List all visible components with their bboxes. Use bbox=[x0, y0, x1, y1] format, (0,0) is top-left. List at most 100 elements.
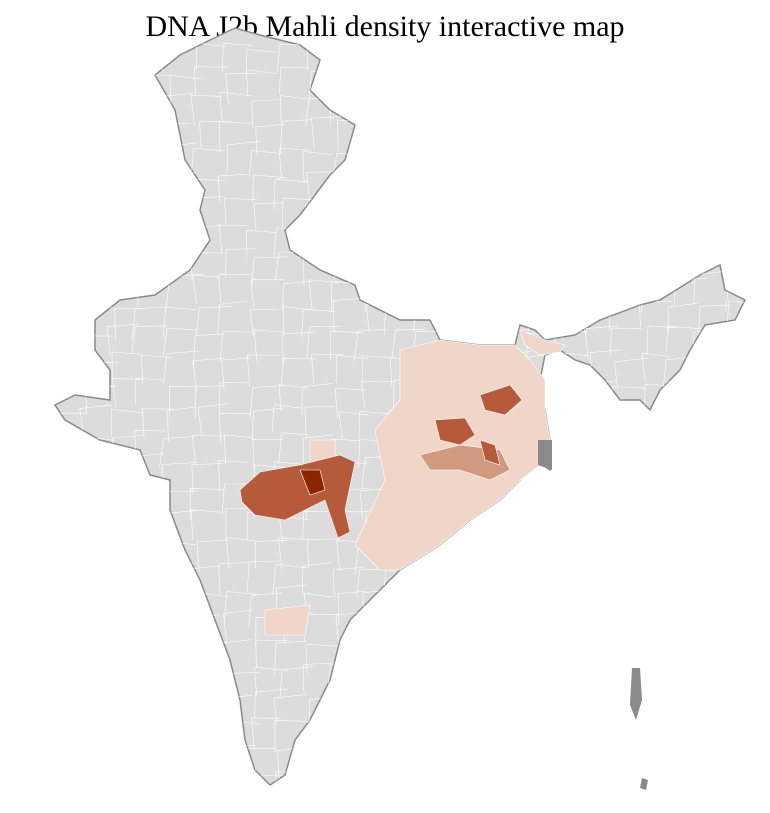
district-line bbox=[360, 380, 395, 410]
district-line bbox=[588, 124, 618, 156]
district-line bbox=[255, 539, 290, 569]
district-line bbox=[506, 772, 536, 785]
district-line bbox=[142, 408, 175, 438]
district-line bbox=[471, 615, 504, 645]
district-line bbox=[729, 647, 745, 676]
district-line bbox=[581, 592, 615, 622]
district-line bbox=[419, 220, 456, 251]
district-line bbox=[532, 230, 564, 258]
district-line bbox=[249, 384, 286, 419]
district-line bbox=[112, 38, 144, 68]
district-line bbox=[58, 251, 88, 285]
district-line bbox=[665, 379, 698, 411]
district-line bbox=[338, 590, 367, 626]
district-line bbox=[108, 719, 137, 752]
district-line bbox=[560, 593, 593, 625]
district-line bbox=[55, 170, 92, 203]
district-line bbox=[587, 403, 621, 435]
district-line bbox=[504, 166, 539, 198]
district-line bbox=[223, 198, 257, 226]
district-line bbox=[251, 717, 281, 749]
district-line bbox=[55, 539, 85, 571]
district-line bbox=[76, 147, 112, 182]
district-line bbox=[386, 642, 418, 674]
district-line bbox=[362, 689, 392, 724]
district-line bbox=[363, 193, 394, 225]
district-line bbox=[588, 170, 619, 201]
district-line bbox=[114, 738, 148, 775]
district-line bbox=[667, 505, 700, 536]
district-line bbox=[609, 405, 641, 433]
district-line bbox=[645, 97, 681, 130]
region-bengal-high-density[interactable] bbox=[479, 384, 523, 416]
district-line bbox=[84, 175, 119, 205]
district-line bbox=[554, 431, 586, 464]
region-mahli-highest-density[interactable] bbox=[299, 469, 326, 496]
district-line bbox=[135, 250, 168, 285]
district-line bbox=[640, 489, 672, 521]
region-northeast-low-density[interactable] bbox=[519, 329, 566, 356]
district-line bbox=[219, 331, 254, 362]
district-line bbox=[159, 436, 195, 468]
district-line bbox=[195, 305, 233, 337]
district-line bbox=[583, 146, 621, 175]
district-line bbox=[80, 719, 115, 749]
district-line bbox=[138, 144, 172, 175]
district-line bbox=[135, 639, 170, 670]
district-line bbox=[253, 202, 283, 232]
district-line bbox=[329, 173, 362, 209]
district-line bbox=[221, 43, 253, 72]
district-line bbox=[441, 204, 476, 237]
district-line bbox=[306, 325, 341, 358]
district-line bbox=[192, 274, 221, 304]
district-line bbox=[252, 438, 284, 470]
district-line bbox=[466, 42, 502, 76]
district-line bbox=[170, 750, 203, 783]
district-line bbox=[556, 488, 588, 522]
district-line bbox=[417, 119, 449, 150]
district-line bbox=[413, 194, 444, 224]
district-line bbox=[111, 490, 145, 522]
district-line bbox=[498, 67, 534, 99]
district-line bbox=[134, 533, 163, 563]
district-line bbox=[218, 412, 251, 444]
district-line bbox=[419, 777, 450, 785]
district-line bbox=[696, 231, 728, 260]
district-line bbox=[450, 693, 483, 725]
district-line bbox=[438, 278, 476, 307]
district-line bbox=[135, 377, 164, 405]
region-mahli-high-density[interactable] bbox=[239, 454, 356, 539]
district-line bbox=[644, 744, 675, 774]
district-line bbox=[495, 583, 528, 618]
region-odisha-high-density[interactable] bbox=[479, 439, 501, 466]
district-line bbox=[612, 746, 647, 777]
district-line bbox=[672, 698, 706, 726]
district-line bbox=[499, 744, 530, 772]
district-line bbox=[138, 174, 173, 209]
district-line bbox=[559, 253, 595, 286]
district-line bbox=[273, 178, 309, 210]
district-line bbox=[59, 357, 93, 388]
district-line bbox=[190, 509, 221, 540]
district-line bbox=[278, 147, 312, 179]
district-line bbox=[338, 644, 372, 678]
district-line bbox=[581, 645, 617, 672]
district-line bbox=[307, 744, 343, 776]
district-line bbox=[141, 716, 172, 749]
district-line bbox=[196, 539, 230, 572]
district-line bbox=[611, 197, 645, 224]
district-line bbox=[500, 637, 532, 673]
district-line bbox=[532, 589, 568, 616]
district-line bbox=[168, 641, 206, 674]
district-line bbox=[664, 124, 701, 151]
district-line bbox=[106, 146, 138, 177]
district-line bbox=[363, 774, 392, 785]
district-line bbox=[558, 566, 592, 597]
region-south-low-density[interactable] bbox=[264, 604, 311, 636]
region-jharkhand-high-density[interactable] bbox=[434, 417, 476, 446]
district-line bbox=[299, 229, 335, 258]
district-line bbox=[448, 586, 478, 619]
district-line bbox=[638, 668, 674, 701]
district-line bbox=[617, 715, 649, 748]
district-line bbox=[665, 587, 700, 615]
